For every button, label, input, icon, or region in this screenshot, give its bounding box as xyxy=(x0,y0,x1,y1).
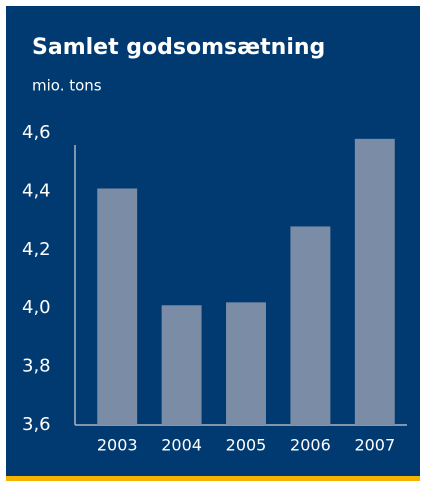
y-tick-label: 4,4 xyxy=(22,180,51,201)
x-tick-label: 2004 xyxy=(161,436,202,455)
accent-stripe xyxy=(6,476,420,481)
y-tick-label: 4,6 xyxy=(22,122,51,143)
bar xyxy=(161,305,202,425)
y-tick-label: 4,0 xyxy=(22,297,51,318)
x-tick-label: 2003 xyxy=(97,436,138,455)
bar xyxy=(97,188,138,425)
bar xyxy=(290,226,331,425)
chart-subtitle: mio. tons xyxy=(32,77,102,95)
y-tick-label: 3,8 xyxy=(22,356,51,377)
x-tick-label: 2007 xyxy=(354,436,395,455)
bar xyxy=(226,302,266,425)
bar xyxy=(354,138,395,425)
x-tick-label: 2006 xyxy=(290,436,331,455)
y-tick-label: 4,2 xyxy=(22,239,51,260)
x-tick-label: 2005 xyxy=(226,436,267,455)
chart-title: Samlet godsomsætning xyxy=(32,35,325,60)
y-tick-label: 3,6 xyxy=(22,414,51,435)
